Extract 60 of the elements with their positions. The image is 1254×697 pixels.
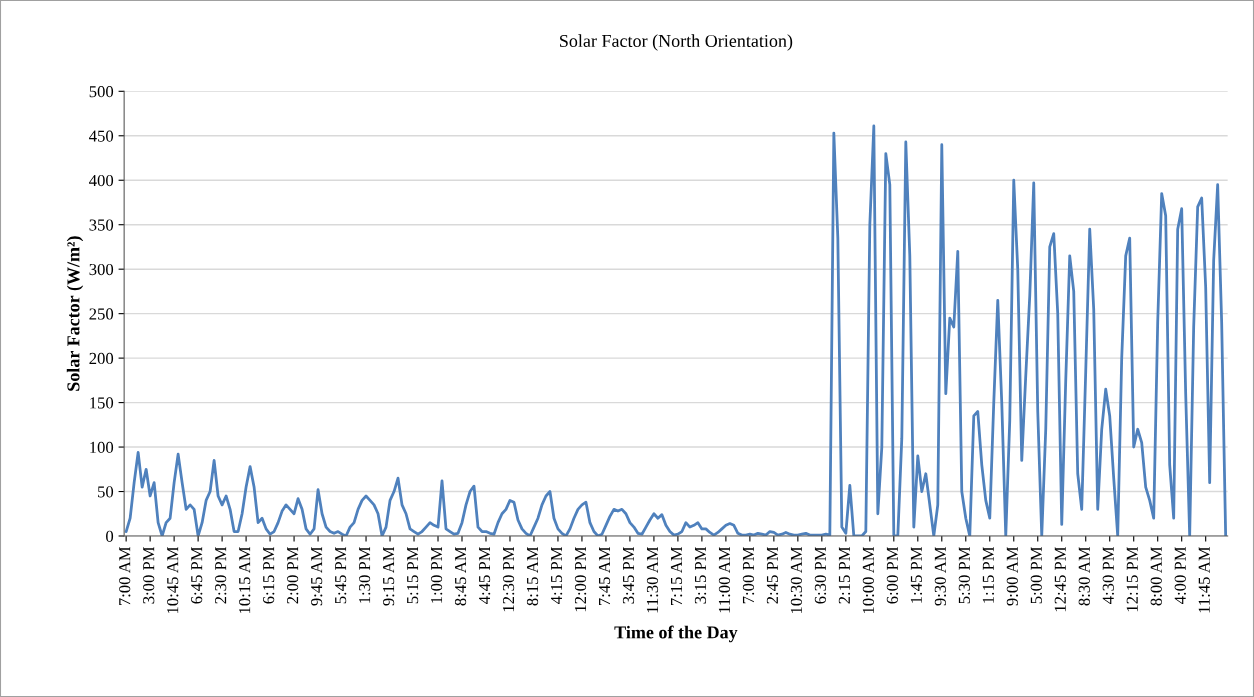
x-tick-label: 6:15 PM (263, 546, 275, 604)
x-tick-label: 8:30 AM (1078, 546, 1090, 606)
y-tick-label: 350 (89, 219, 114, 231)
x-tick-label: 5:30 PM (958, 546, 971, 604)
chart-title: Solar Factor (North Orientation) (560, 34, 793, 51)
x-tick-label: 1:45 PM (910, 546, 923, 603)
y-tick-label: 100 (90, 441, 114, 453)
x-tick-label: 7:00 PM (742, 546, 755, 604)
y-tick-label: 300 (89, 263, 114, 276)
y-tick-label: 150 (90, 397, 114, 409)
x-tick-label: 4:45 PM (479, 546, 491, 604)
x-tick-label: 2:00 PM (287, 546, 299, 604)
x-tick-label: 10:45 AM (167, 546, 179, 614)
x-tick-label: 11:30 AM (646, 546, 659, 613)
x-tick-label: 1:30 PM (358, 546, 371, 603)
x-tick-label: 7:45 AM (598, 546, 611, 606)
x-tick-label: 4:00 PM (1174, 546, 1186, 604)
y-tick-label: 400 (89, 174, 114, 187)
x-tick-label: 5:45 PM (335, 546, 347, 604)
x-tick-label: 9:15 AM (383, 546, 395, 606)
x-tick-label: 11:45 AM (1198, 546, 1210, 613)
x-tick-label: 8:00 AM (1150, 546, 1162, 606)
x-tick-label: 11:00 AM (718, 546, 731, 613)
x-tick-label: 6:30 PM (814, 546, 827, 604)
x-tick-label: 5:00 PM (1030, 546, 1042, 604)
y-axis-title: Solar Factor (W/m²) (66, 236, 84, 391)
x-tick-label: 9:00 AM (1006, 546, 1018, 606)
x-tick-label: 12:45 PM (1054, 546, 1066, 612)
x-tick-label: 9:30 AM (934, 546, 947, 606)
x-tick-label: 2:30 PM (215, 546, 227, 604)
x-tick-label: 10:30 AM (790, 546, 803, 614)
x-tick-label: 7:15 AM (670, 546, 683, 606)
x-tick-label: 6:00 PM (886, 546, 899, 604)
x-tick-label: 9:45 AM (311, 546, 323, 606)
x-tick-label: 5:15 PM (407, 546, 419, 604)
x-tick-label: 6:45 PM (191, 546, 203, 604)
x-tick-label: 7:00 AM (119, 546, 131, 606)
y-tick-label: 250 (89, 308, 114, 320)
x-tick-label: 3:00 PM (143, 546, 155, 604)
x-tick-label: 12:15 PM (1126, 546, 1138, 612)
x-tick-label: 8:15 AM (526, 546, 539, 606)
x-tick-label: 2:15 PM (838, 546, 851, 604)
x-tick-label: 10:15 AM (239, 546, 251, 614)
x-tick-label: 10:00 AM (862, 546, 875, 614)
x-tick-label: 1:15 PM (982, 546, 995, 603)
y-tick-label: 0 (106, 530, 114, 542)
x-tick-label: 1:00 PM (430, 546, 443, 603)
x-tick-label: 12:30 PM (502, 546, 515, 612)
x-tick-label: 2:45 PM (766, 546, 779, 604)
x-tick-label: 4:30 PM (1102, 546, 1114, 604)
x-axis-title: Time of the Day (614, 625, 738, 643)
y-tick-label: 450 (89, 130, 114, 142)
y-tick-label: 50 (98, 486, 114, 498)
y-tick-label: 500 (89, 86, 114, 98)
x-tick-label: 3:45 PM (622, 546, 635, 604)
x-tick-label: 4:15 PM (550, 546, 563, 604)
x-tick-label: 3:15 PM (694, 546, 707, 604)
y-tick-label: 200 (89, 352, 114, 365)
x-tick-label: 8:45 AM (454, 546, 467, 606)
x-tick-label: 12:00 PM (574, 546, 587, 612)
